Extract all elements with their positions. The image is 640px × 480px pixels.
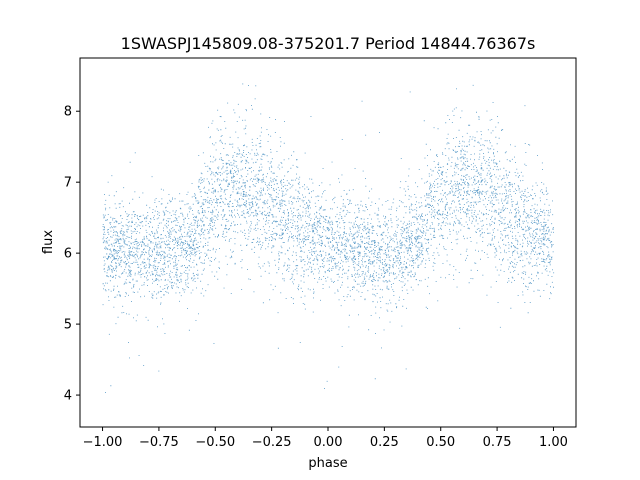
data-points <box>102 83 555 393</box>
y-tick-label: 6 <box>64 247 72 262</box>
y-tick-label: 7 <box>64 176 72 191</box>
scatter-points <box>102 83 555 393</box>
x-tick-label: 0.00 <box>314 435 343 450</box>
x-axis: −1.00 −0.75 −0.50 −0.25 0.00 0.25 0.50 0.75 1.00 <box>83 427 568 450</box>
chart-title: 1SWASPJ145809.08-375201.7 Period 14844.7… <box>121 34 536 53</box>
x-tick-label: 0.75 <box>483 435 512 450</box>
y-axis-label: flux <box>41 230 56 254</box>
x-tick-label: −0.25 <box>252 435 292 450</box>
x-tick-label: 0.25 <box>370 435 399 450</box>
y-tick-label: 5 <box>64 318 72 333</box>
x-tick-label: −1.00 <box>83 435 123 450</box>
y-axis: 4 5 6 7 8 <box>64 105 80 404</box>
x-tick-label: −0.50 <box>195 435 235 450</box>
y-tick-label: 4 <box>64 389 72 404</box>
x-tick-label: 1.00 <box>539 435 568 450</box>
x-tick-label: 0.50 <box>426 435 455 450</box>
x-axis-label: phase <box>308 456 347 471</box>
x-tick-label: −0.75 <box>139 435 179 450</box>
y-tick-label: 8 <box>64 105 72 120</box>
